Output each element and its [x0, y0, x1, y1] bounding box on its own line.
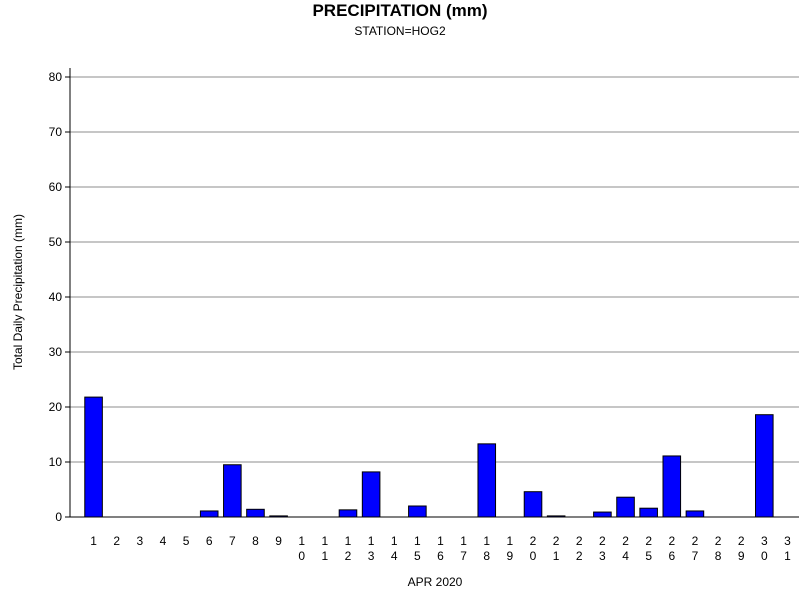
bar [408, 505, 427, 518]
bar [639, 507, 658, 518]
y-tick-label: 70 [49, 125, 63, 139]
bar [477, 443, 497, 518]
x-tick-label: 2 [113, 534, 120, 548]
bar [616, 496, 635, 518]
y-tick-label: 10 [49, 455, 63, 469]
bar [755, 414, 774, 518]
x-tick-label: 8 [252, 534, 259, 548]
y-axis-label: Total Daily Precipitation (mm) [11, 214, 25, 370]
y-tick-label: 80 [49, 70, 63, 84]
grid-layer [70, 76, 799, 463]
bar [593, 511, 612, 518]
bar [223, 464, 242, 518]
y-tick-label: 20 [49, 400, 63, 414]
y-tick-label: 60 [49, 180, 63, 194]
bar [361, 471, 381, 518]
y-tick-label: 50 [49, 235, 63, 249]
x-axis-label: APR 2020 [408, 575, 463, 589]
bar [685, 510, 705, 518]
bar [199, 510, 219, 518]
x-tick-label: 3 [136, 534, 143, 548]
x-tick-label: 5 [183, 534, 190, 548]
x-tick-label: 4 [160, 534, 167, 548]
x-tick-label: 9 [275, 534, 282, 548]
bar-layer [84, 396, 774, 518]
x-tick-label: 1 [90, 534, 97, 548]
chart-subtitle: STATION=HOG2 [354, 24, 446, 38]
y-tick-label: 0 [55, 510, 62, 524]
bar [662, 455, 682, 518]
chart-title: PRECIPITATION (mm) [312, 1, 488, 20]
bar [246, 508, 265, 518]
y-tick-label: 40 [49, 290, 63, 304]
bar [84, 396, 103, 518]
bar [523, 491, 543, 518]
x-tick-label: 7 [229, 534, 236, 548]
x-tick-label: 6 [206, 534, 213, 548]
bar [338, 509, 358, 518]
y-tick-label: 30 [49, 345, 63, 359]
